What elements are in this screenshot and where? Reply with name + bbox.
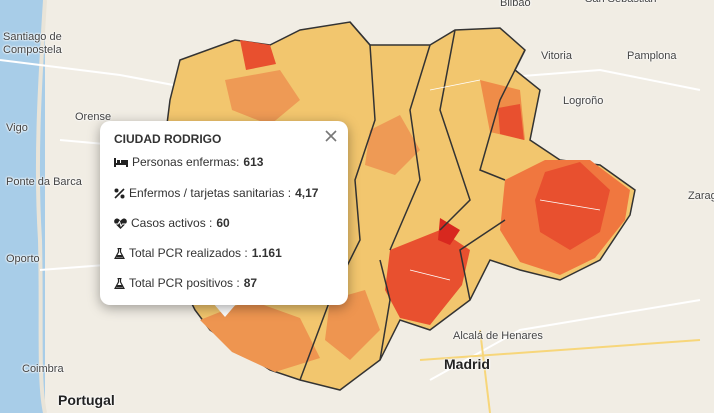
popup-row: Total PCR realizados :1.161	[114, 246, 282, 260]
place-label: Logroño	[563, 95, 604, 107]
place-label: San Sebastián	[585, 0, 657, 5]
area-very-high	[240, 40, 276, 70]
area-mid	[225, 70, 300, 125]
popup: CIUDAD RODRIGO Personas enfermas: 613 Enf…	[100, 121, 348, 305]
row-label: Casos activos :	[131, 216, 213, 230]
popup-title: CIUDAD RODRIGO	[114, 132, 222, 146]
area-very-high	[498, 104, 524, 140]
place-label: Zaragoza	[688, 190, 714, 202]
place-label: Orense	[75, 111, 112, 123]
row-label: Total PCR positivos :	[129, 276, 240, 290]
row-value: 60	[216, 216, 230, 230]
area-mid	[325, 290, 380, 360]
province-borders	[299, 21, 526, 381]
row-value: 87	[243, 276, 258, 290]
place-label: Portugal	[58, 392, 115, 408]
heart-icon	[114, 217, 127, 229]
place-label: Santiago de Compostela	[3, 31, 62, 56]
percent-icon	[114, 187, 125, 199]
place-label: Oporto	[6, 253, 40, 265]
place-label: Bilbao	[500, 0, 531, 9]
highways	[419, 329, 701, 413]
flask-icon	[114, 277, 125, 289]
row-value: 1.161	[251, 246, 282, 260]
area-very-high	[535, 162, 610, 250]
row-label: Personas enfermas:	[132, 155, 240, 169]
area-mid	[365, 115, 420, 175]
row-label: Total PCR realizados :	[129, 246, 248, 260]
place-label: Madrid	[444, 356, 490, 372]
place-label: Alcalá de Henares	[453, 330, 543, 342]
place-label: Coimbra	[22, 363, 64, 375]
coast	[35, 0, 47, 413]
area-very-high	[438, 218, 460, 245]
popup-row: Enfermos / tarjetas sanitarias :4,17	[114, 186, 318, 200]
place-label: Vitoria	[541, 50, 572, 62]
area-very-high	[385, 230, 470, 325]
area-mid	[200, 300, 320, 372]
popup-tip	[213, 303, 237, 317]
place-label: Vigo	[6, 122, 28, 134]
place-label: Ponte da Barca	[6, 176, 82, 188]
row-value: 4,17	[295, 186, 319, 200]
close-button[interactable]	[325, 130, 337, 142]
popup-row: Personas enfermas: 613	[114, 155, 263, 169]
popup-row: Total PCR positivos :87	[114, 276, 257, 290]
bed-icon	[114, 158, 128, 167]
row-value: 613	[243, 155, 264, 169]
row-label: Enfermos / tarjetas sanitarias :	[129, 186, 292, 200]
popup-row: Casos activos :60	[114, 216, 230, 230]
place-label: Pamplona	[627, 50, 677, 62]
flask-icon	[114, 247, 125, 259]
